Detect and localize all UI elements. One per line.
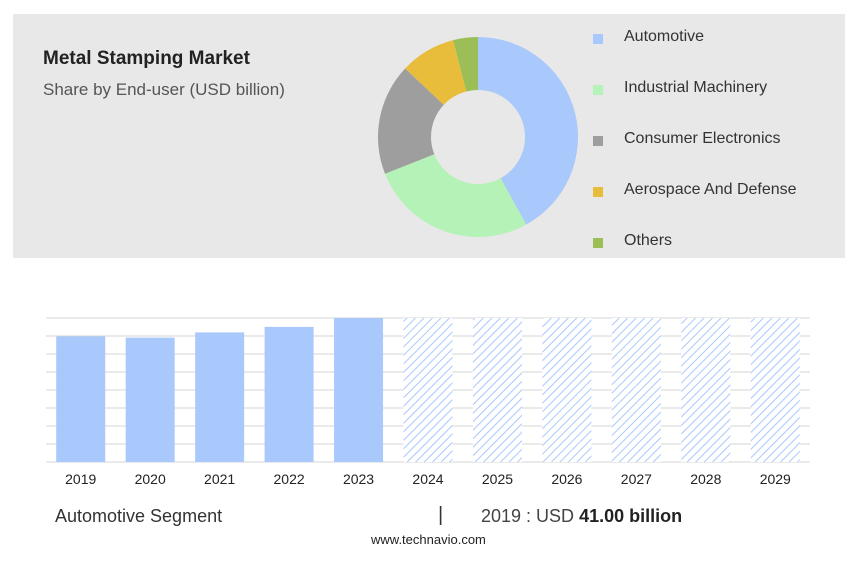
footer-value: 2019 : USD 41.00 billion xyxy=(481,506,682,527)
forecast-bar-2028 xyxy=(681,318,731,462)
legend-swatch xyxy=(593,136,603,146)
forecast-bar-2024 xyxy=(403,318,453,462)
share-panel: Metal Stamping Market Share by End-user … xyxy=(13,14,845,258)
x-tick-label: 2025 xyxy=(482,471,513,487)
footer-value-bold: 41.00 billion xyxy=(579,506,683,526)
forecast-bar-2026 xyxy=(542,318,592,462)
x-tick-label: 2023 xyxy=(343,471,374,487)
legend-label: Industrial Machinery xyxy=(624,79,768,96)
donut-slice-automotive xyxy=(478,37,578,225)
chart-subtitle: Share by End-user (USD billion) xyxy=(43,80,285,99)
footer-segment-label: Automotive Segment xyxy=(55,506,223,526)
x-tick-label: 2020 xyxy=(135,471,166,487)
chart-title: Metal Stamping Market xyxy=(43,48,250,69)
forecast-bar-2029 xyxy=(750,318,800,462)
legend-swatch xyxy=(593,238,603,248)
donut-chart xyxy=(378,37,578,237)
forecast-bar-2025 xyxy=(472,318,522,462)
chart-card: Metal Stamping Market Share by End-user … xyxy=(13,14,845,551)
source-url: www.technavio.com xyxy=(371,532,486,547)
bar-2021 xyxy=(195,332,245,462)
donut-slice-aerospace-and-defense xyxy=(405,40,467,105)
donut-slice-industrial-machinery xyxy=(385,154,527,237)
x-tick-label: 2026 xyxy=(551,471,582,487)
footer-value-prefix: 2019 : USD xyxy=(481,506,575,526)
x-tick-label: 2021 xyxy=(204,471,235,487)
legend-label: Automotive xyxy=(624,28,705,45)
donut-slice-consumer-electronics xyxy=(378,68,444,174)
x-tick-label: 2024 xyxy=(412,471,443,487)
bar-2022 xyxy=(264,326,314,462)
bar-2023 xyxy=(334,318,384,462)
forecast-bar-2027 xyxy=(611,318,661,462)
bar-2019 xyxy=(56,336,106,462)
legend-swatch xyxy=(593,187,603,197)
legend-label: Others xyxy=(624,232,673,249)
legend-swatch xyxy=(593,85,603,95)
legend-label: Consumer Electronics xyxy=(624,130,781,147)
x-tick-label: 2028 xyxy=(690,471,721,487)
bar-chart: 2019 2020 2021 2022 2023 2024 2025 2026 2027 2028… xyxy=(46,317,810,487)
footer-separator: | xyxy=(438,504,444,526)
x-tick-label: 2019 xyxy=(65,471,96,487)
x-tick-label: 2029 xyxy=(760,471,791,487)
legend-swatch xyxy=(593,34,603,44)
legend-label: Aerospace And Defense xyxy=(624,181,797,198)
x-tick-label: 2022 xyxy=(274,471,305,487)
donut-slice-others xyxy=(453,37,478,92)
x-tick-label: 2027 xyxy=(621,471,652,487)
bar-2020 xyxy=(125,337,175,462)
